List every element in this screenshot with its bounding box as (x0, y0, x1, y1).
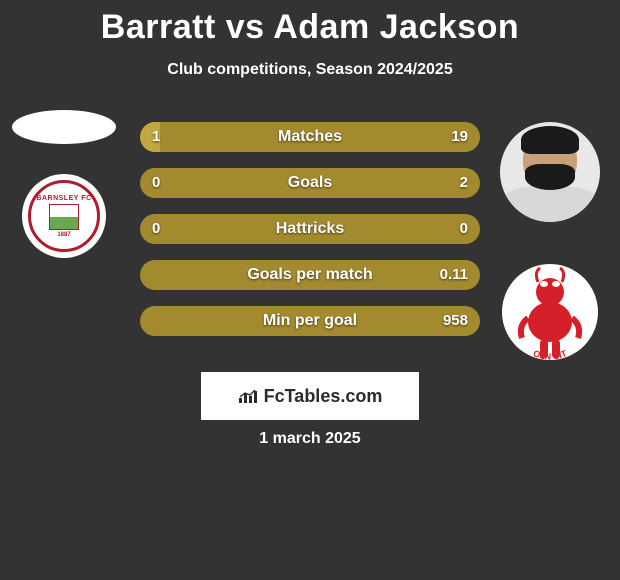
stat-value-right: 958 (443, 306, 468, 336)
stat-value-right: 0 (460, 214, 468, 244)
stat-label: Goals (140, 168, 480, 198)
club-badge-left: BARNSLEY FC 1887 (22, 174, 106, 258)
brand-text: FcTables.com (264, 386, 383, 407)
stat-label: Min per goal (140, 306, 480, 336)
stat-value-right: 2 (460, 168, 468, 198)
stat-row: 0 Goals 2 (140, 168, 480, 198)
club-left-year: 1887 (57, 232, 70, 238)
date-label: 1 march 2025 (0, 430, 620, 448)
stat-row: Min per goal 958 (140, 306, 480, 336)
stat-row: Goals per match 0.11 (140, 260, 480, 290)
chart-icon (238, 388, 258, 404)
stat-row: 1 Matches 19 (140, 122, 480, 152)
club-badge-right: OLN CIT (500, 262, 600, 372)
shield-icon (49, 204, 79, 230)
club-left-name: BARNSLEY FC (36, 195, 91, 202)
player-left-placeholder (12, 110, 116, 144)
stat-value-right: 0.11 (440, 260, 468, 290)
stat-label: Goals per match (140, 260, 480, 290)
stat-value-right: 19 (451, 122, 468, 152)
stats-bars: 1 Matches 19 0 Goals 2 0 Hattricks 0 Goa… (140, 122, 480, 352)
page-title: Barratt vs Adam Jackson (0, 0, 620, 47)
stat-label: Matches (140, 122, 480, 152)
stat-label: Hattricks (140, 214, 480, 244)
subtitle: Club competitions, Season 2024/2025 (0, 61, 620, 79)
player-right-avatar (500, 122, 600, 222)
brand-box: FcTables.com (201, 372, 419, 420)
right-column: OLN CIT (500, 122, 600, 372)
left-column: BARNSLEY FC 1887 (8, 110, 120, 258)
stat-row: 0 Hattricks 0 (140, 214, 480, 244)
